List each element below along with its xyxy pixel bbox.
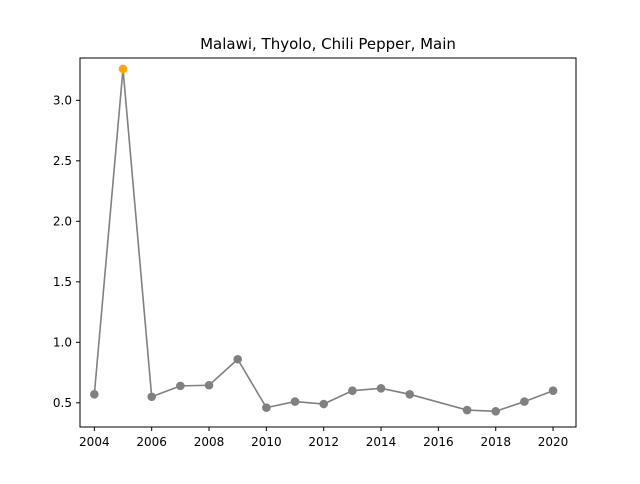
- series-line: [93, 68, 554, 413]
- plot-area: 2004 2006 2008 2010 2012 2014 2016 2018 2020 0.5 1…: [53, 57, 577, 449]
- x-tick-label: 2016: [423, 435, 454, 449]
- y-tick-label: 2.0: [53, 214, 72, 228]
- x-tick-label: 2004: [79, 435, 110, 449]
- data-point: [548, 386, 558, 396]
- chart-title: Malawi, Thyolo, Chili Pepper, Main: [200, 35, 456, 53]
- x-tick-label: 2014: [366, 435, 397, 449]
- y-tick-label: 1.5: [53, 275, 72, 289]
- x-tick-label: 2010: [251, 435, 282, 449]
- x-tick-label: 2018: [480, 435, 511, 449]
- data-point: [520, 397, 529, 406]
- data-point: [405, 390, 415, 399]
- data-point: [147, 392, 156, 402]
- y-tick-label: 2.5: [53, 154, 72, 168]
- data-point: [348, 386, 357, 396]
- x-tick-label: 2020: [538, 435, 569, 449]
- data-point: [90, 390, 99, 399]
- data-point: [319, 399, 328, 409]
- data-point: [376, 383, 386, 393]
- x-tick-label: 2012: [308, 435, 339, 449]
- data-point: [290, 397, 300, 406]
- highlighted-data-point: [118, 64, 128, 74]
- data-point: [491, 406, 501, 416]
- y-tick-label: 0.5: [53, 396, 72, 410]
- x-tick-label: 2008: [194, 435, 225, 449]
- y-tick-label: 3.0: [53, 93, 72, 107]
- axes-frame: [79, 57, 577, 428]
- data-point: [176, 381, 185, 391]
- data-point: [462, 405, 472, 415]
- data-point: [233, 354, 242, 364]
- x-tick-label: 2006: [136, 435, 167, 449]
- data-point: [204, 380, 214, 390]
- data-point: [262, 403, 271, 412]
- y-tick-label: 1.0: [53, 335, 72, 349]
